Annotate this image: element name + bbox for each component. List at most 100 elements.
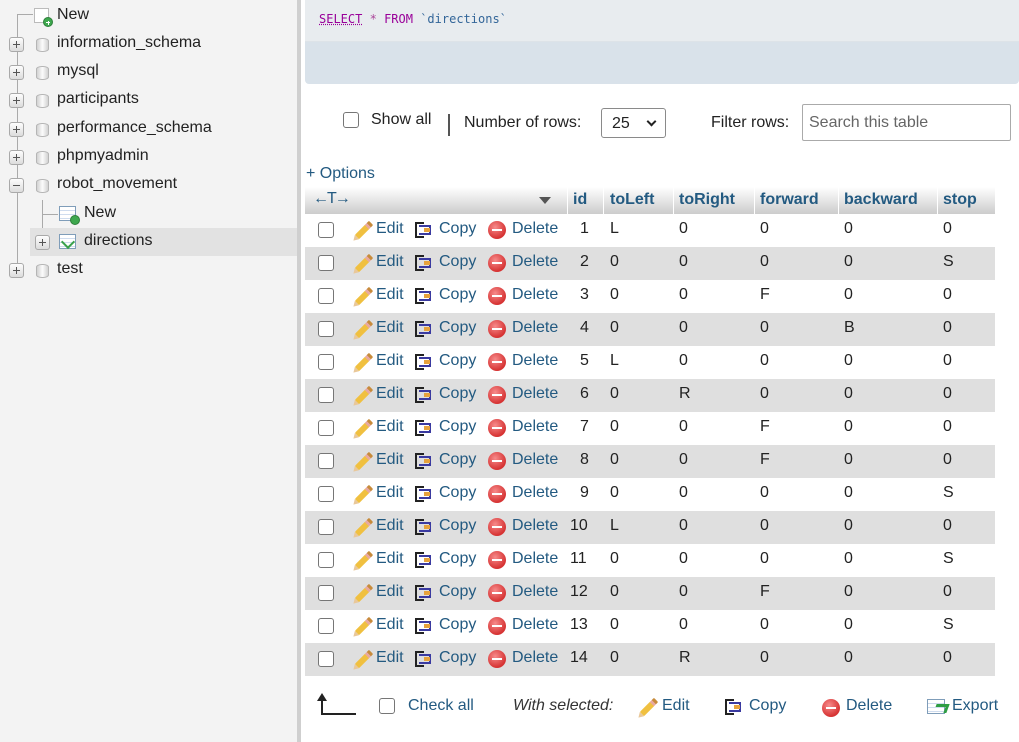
table-row[interactable]: Edit Copy Delete 1 L 0 0 0 0 bbox=[305, 214, 995, 247]
row-delete-button[interactable]: Delete bbox=[512, 220, 559, 237]
row-copy-button[interactable]: Copy bbox=[439, 550, 477, 567]
nav-item-information_schema[interactable]: information_schema bbox=[0, 30, 297, 58]
row-edit-button[interactable]: Edit bbox=[376, 418, 404, 435]
table-row[interactable]: Edit Copy Delete 4 0 0 0 B 0 bbox=[305, 313, 995, 346]
row-copy-button[interactable]: Copy bbox=[439, 385, 477, 402]
with-selected-delete-button[interactable]: Delete bbox=[846, 697, 893, 714]
nav-item-robot_movement[interactable]: robot_movement bbox=[0, 171, 297, 199]
table-row[interactable]: Edit Copy Delete 2 0 0 0 0 S bbox=[305, 247, 995, 280]
row-delete-button[interactable]: Delete bbox=[512, 286, 559, 303]
delete-icon[interactable] bbox=[488, 320, 506, 338]
nav-item-test[interactable]: test bbox=[0, 256, 297, 284]
nav-database-label[interactable]: robot_movement bbox=[57, 175, 178, 192]
nav-item-phpmyadmin[interactable]: phpmyadmin bbox=[0, 143, 297, 171]
delete-icon[interactable] bbox=[488, 386, 506, 404]
row-copy-button[interactable]: Copy bbox=[439, 286, 477, 303]
column-header-id[interactable]: id bbox=[573, 191, 588, 208]
row-delete-button[interactable]: Delete bbox=[512, 517, 559, 534]
expand-plus-icon[interactable] bbox=[9, 93, 24, 108]
copy-icon[interactable] bbox=[415, 486, 431, 502]
delete-icon[interactable] bbox=[488, 584, 506, 602]
row-copy-button[interactable]: Copy bbox=[439, 649, 477, 666]
row-copy-button[interactable]: Copy bbox=[439, 352, 477, 369]
row-edit-button[interactable]: Edit bbox=[376, 484, 404, 501]
row-delete-button[interactable]: Delete bbox=[512, 451, 559, 468]
edit-pencil-icon[interactable] bbox=[354, 352, 374, 372]
row-delete-button[interactable]: Delete bbox=[512, 583, 559, 600]
row-delete-button[interactable]: Delete bbox=[512, 484, 559, 501]
table-row[interactable]: Edit Copy Delete 8 0 0 F 0 0 bbox=[305, 445, 995, 478]
nav-database-label[interactable]: performance_schema bbox=[57, 119, 212, 136]
sql-select-keyword[interactable]: SELECT bbox=[319, 12, 363, 26]
row-checkbox[interactable] bbox=[318, 651, 334, 667]
edit-pencil-icon[interactable] bbox=[354, 319, 374, 339]
column-header-toleft[interactable]: toLeft bbox=[610, 191, 655, 208]
row-edit-button[interactable]: Edit bbox=[376, 220, 404, 237]
copy-icon[interactable] bbox=[415, 453, 431, 469]
collapse-minus-icon[interactable] bbox=[9, 178, 24, 193]
row-copy-button[interactable]: Copy bbox=[439, 583, 477, 600]
copy-icon[interactable] bbox=[415, 321, 431, 337]
copy-icon[interactable] bbox=[415, 651, 431, 667]
row-checkbox[interactable] bbox=[318, 288, 334, 304]
row-edit-button[interactable]: Edit bbox=[376, 583, 404, 600]
nav-item-new[interactable]: New bbox=[0, 2, 297, 30]
sort-caret-icon[interactable] bbox=[539, 197, 551, 204]
copy-icon[interactable] bbox=[415, 222, 431, 238]
delete-icon[interactable] bbox=[488, 452, 506, 470]
nav-database-label[interactable]: information_schema bbox=[57, 34, 202, 51]
row-checkbox[interactable] bbox=[318, 552, 334, 568]
row-checkbox[interactable] bbox=[318, 321, 334, 337]
expand-plus-icon[interactable] bbox=[9, 37, 24, 52]
table-row[interactable]: Edit Copy Delete 13 0 0 0 0 S bbox=[305, 610, 995, 643]
row-checkbox[interactable] bbox=[318, 222, 334, 238]
delete-icon[interactable] bbox=[488, 485, 506, 503]
table-row[interactable]: Edit Copy Delete 11 0 0 0 0 S bbox=[305, 544, 995, 577]
copy-icon[interactable] bbox=[415, 354, 431, 370]
row-checkbox[interactable] bbox=[318, 486, 334, 502]
table-row[interactable]: Edit Copy Delete 12 0 0 F 0 0 bbox=[305, 577, 995, 610]
edit-pencil-icon[interactable] bbox=[354, 220, 374, 240]
expand-plus-icon[interactable] bbox=[35, 235, 50, 250]
nav-new-table-label[interactable]: New bbox=[84, 204, 117, 221]
nav-database-label[interactable]: test bbox=[57, 260, 83, 277]
edit-pencil-icon[interactable] bbox=[354, 286, 374, 306]
row-edit-button[interactable]: Edit bbox=[376, 319, 404, 336]
delete-icon[interactable] bbox=[488, 518, 506, 536]
delete-icon[interactable] bbox=[488, 650, 506, 668]
row-copy-button[interactable]: Copy bbox=[439, 319, 477, 336]
table-row[interactable]: Edit Copy Delete 6 0 R 0 0 0 bbox=[305, 379, 995, 412]
nav-database-label[interactable]: mysql bbox=[57, 62, 99, 79]
edit-pencil-icon[interactable] bbox=[354, 649, 374, 669]
table-row[interactable]: Edit Copy Delete 5 L 0 0 0 0 bbox=[305, 346, 995, 379]
column-resize-arrows-icon[interactable]: ←T→ bbox=[313, 190, 351, 207]
copy-icon[interactable] bbox=[415, 552, 431, 568]
expand-plus-icon[interactable] bbox=[9, 150, 24, 165]
row-checkbox[interactable] bbox=[318, 255, 334, 271]
row-edit-button[interactable]: Edit bbox=[376, 352, 404, 369]
edit-pencil-icon[interactable] bbox=[639, 697, 659, 717]
delete-icon[interactable] bbox=[488, 419, 506, 437]
edit-pencil-icon[interactable] bbox=[354, 616, 374, 636]
row-copy-button[interactable]: Copy bbox=[439, 418, 477, 435]
row-edit-button[interactable]: Edit bbox=[376, 649, 404, 666]
delete-icon[interactable] bbox=[488, 254, 506, 272]
row-delete-button[interactable]: Delete bbox=[512, 385, 559, 402]
filter-rows-input[interactable] bbox=[802, 104, 1011, 141]
row-delete-button[interactable]: Delete bbox=[512, 649, 559, 666]
edit-pencil-icon[interactable] bbox=[354, 451, 374, 471]
edit-pencil-icon[interactable] bbox=[354, 517, 374, 537]
delete-icon[interactable] bbox=[488, 617, 506, 635]
column-header-backward[interactable]: backward bbox=[844, 191, 918, 208]
check-all-label[interactable]: Check all bbox=[408, 697, 474, 714]
with-selected-export-button[interactable]: Export bbox=[952, 697, 999, 714]
row-edit-button[interactable]: Edit bbox=[376, 253, 404, 270]
row-edit-button[interactable]: Edit bbox=[376, 451, 404, 468]
row-checkbox[interactable] bbox=[318, 585, 334, 601]
column-header-stop[interactable]: stop bbox=[943, 191, 977, 208]
nav-database-label[interactable]: phpmyadmin bbox=[57, 147, 149, 164]
edit-pencil-icon[interactable] bbox=[354, 583, 374, 603]
column-header-forward[interactable]: forward bbox=[760, 191, 819, 208]
edit-pencil-icon[interactable] bbox=[354, 484, 374, 504]
table-row[interactable]: Edit Copy Delete 9 0 0 0 0 S bbox=[305, 478, 995, 511]
